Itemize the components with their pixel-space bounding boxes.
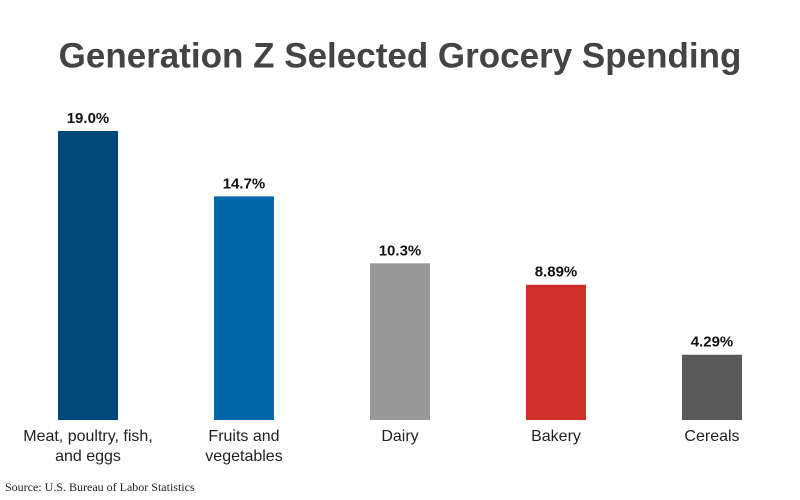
x-tick-label: Meat, poultry, fish, and eggs bbox=[23, 428, 153, 465]
source: Source: U.S. Bureau of Labor Statistics bbox=[5, 480, 195, 494]
bar bbox=[682, 354, 742, 420]
x-tick-label: Dairy bbox=[381, 428, 419, 445]
value-label: 4.29% bbox=[691, 334, 734, 351]
x-tick-label: Cereals bbox=[684, 428, 740, 445]
bar bbox=[58, 131, 118, 420]
value-label: 8.89% bbox=[535, 264, 578, 281]
bar bbox=[370, 263, 430, 420]
value-label: 19.0% bbox=[67, 110, 110, 127]
chart-title: Generation Z Selected Grocery Spending bbox=[59, 36, 742, 75]
bar bbox=[214, 196, 274, 420]
value-label: 14.7% bbox=[223, 175, 266, 192]
x-tick-label: Fruits and vegetables bbox=[205, 428, 283, 465]
bar bbox=[526, 284, 586, 420]
value-label: 10.3% bbox=[379, 242, 422, 259]
x-tick-label: Bakery bbox=[531, 428, 581, 445]
